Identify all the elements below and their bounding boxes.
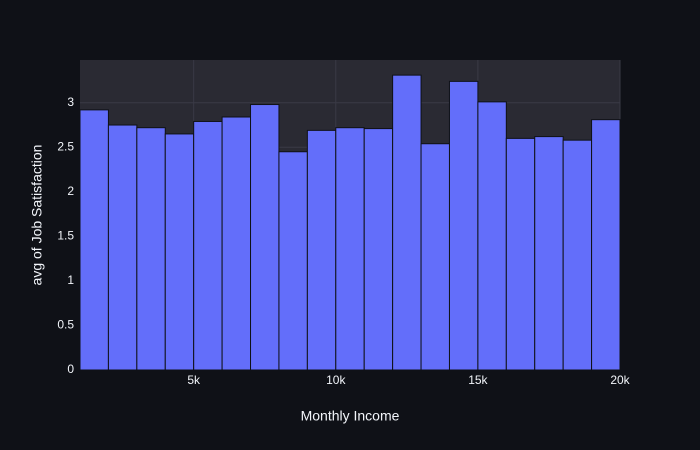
y-tick-label: 2.5 <box>57 139 74 153</box>
bar <box>448 80 479 371</box>
y-tick-label: 2 <box>67 184 74 198</box>
bar <box>107 124 138 371</box>
bar <box>335 127 365 371</box>
bar <box>392 74 422 371</box>
y-tick-label: 3 <box>67 95 74 109</box>
bar <box>250 104 280 371</box>
bar <box>278 151 308 371</box>
bar <box>505 137 536 371</box>
bar <box>79 109 109 371</box>
x-tick-label: 15k <box>468 373 488 387</box>
y-tick-label: 1.5 <box>57 229 74 243</box>
bar <box>591 119 621 371</box>
bar <box>534 136 564 371</box>
bar <box>164 133 195 371</box>
y-axis-title: avg of Job Satisfaction <box>29 145 45 286</box>
bar <box>477 101 507 371</box>
x-tick-label: 10k <box>326 373 346 387</box>
bar <box>306 129 337 371</box>
bar <box>420 143 450 371</box>
bar <box>136 127 166 371</box>
bar <box>221 116 252 371</box>
x-tick-label: 5k <box>187 373 201 387</box>
x-tick-label: 20k <box>610 373 630 387</box>
x-axis-title: Monthly Income <box>301 408 400 424</box>
bar <box>363 128 394 371</box>
y-tick-label: 0.5 <box>57 318 74 332</box>
y-tick-label: 1 <box>67 273 74 287</box>
bar <box>562 139 593 371</box>
y-tick-label: 0 <box>67 362 74 376</box>
bar <box>193 120 223 371</box>
